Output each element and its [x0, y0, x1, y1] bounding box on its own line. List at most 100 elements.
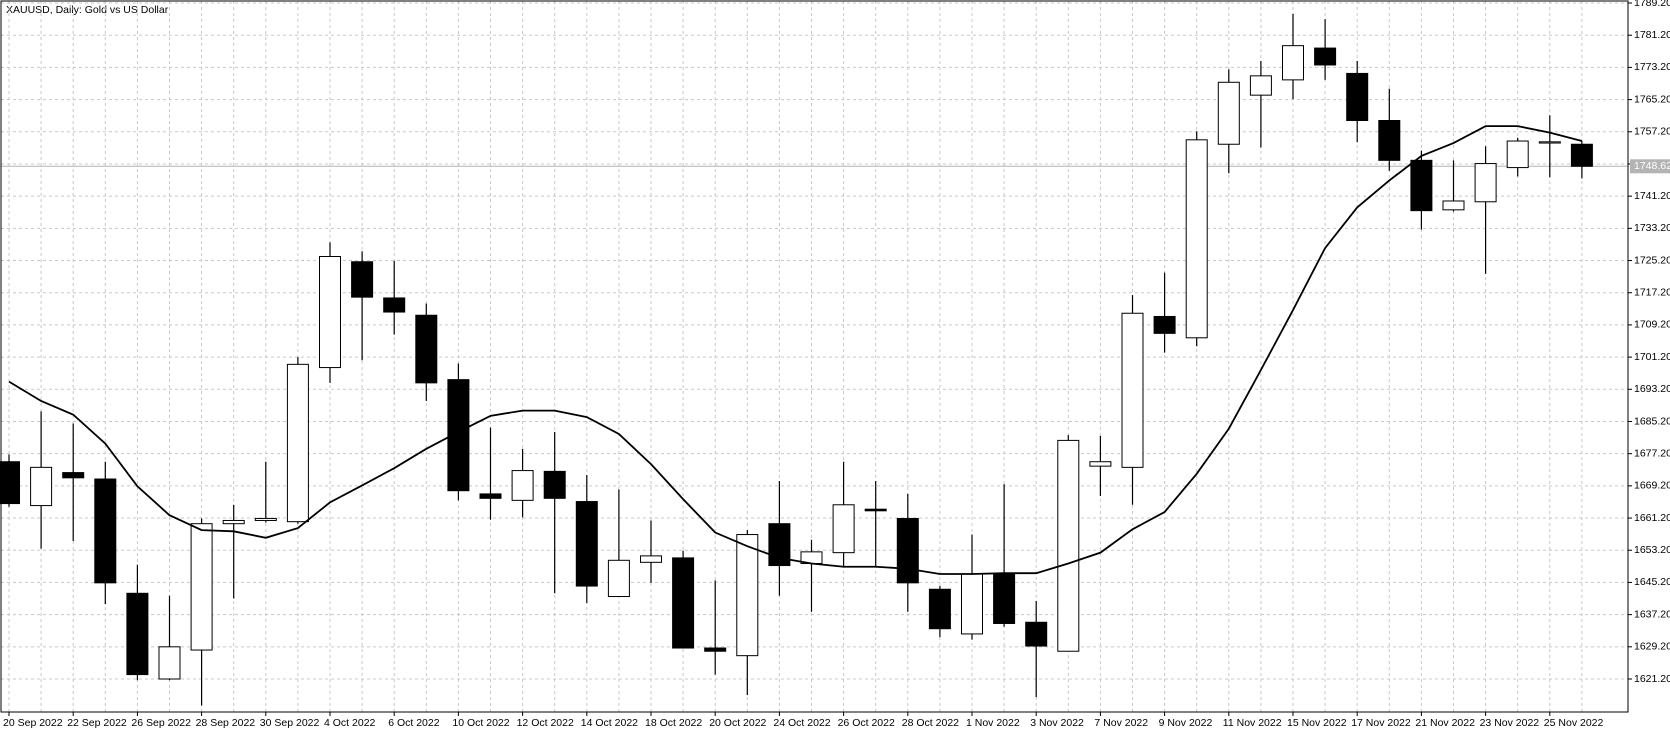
x-tick-label: 28 Oct 2022	[902, 717, 959, 729]
candle-body	[415, 314, 438, 384]
y-tick-label: 1629.20	[1634, 641, 1670, 653]
candle-body	[1314, 47, 1337, 66]
y-tick-label: 1733.20	[1634, 222, 1670, 234]
candle-body	[736, 534, 759, 657]
candle-body	[1474, 163, 1497, 203]
x-tick-label: 18 Oct 2022	[645, 717, 702, 729]
candle-body	[704, 647, 727, 652]
candle-body	[286, 363, 309, 523]
candle-body	[1089, 461, 1112, 467]
x-tick-label: 23 Nov 2022	[1480, 717, 1540, 729]
candle-body	[1538, 141, 1561, 144]
x-tick-label: 7 Nov 2022	[1094, 717, 1148, 729]
y-tick-label: 1645.20	[1634, 576, 1670, 588]
x-tick-label: 22 Sep 2022	[67, 717, 127, 729]
x-tick-label: 26 Sep 2022	[131, 717, 191, 729]
x-tick-label: 24 Oct 2022	[773, 717, 830, 729]
x-tick-label: 9 Nov 2022	[1159, 717, 1213, 729]
candle-body	[319, 256, 341, 369]
candle-body	[1249, 75, 1272, 96]
x-tick-label: 14 Oct 2022	[581, 717, 638, 729]
x-tick-label: 28 Sep 2022	[196, 717, 256, 729]
candle-body	[1185, 139, 1208, 339]
x-tick-label: 10 Oct 2022	[452, 717, 509, 729]
y-tick-label: 1757.20	[1634, 126, 1670, 138]
x-tick-label: 30 Sep 2022	[260, 717, 320, 729]
x-tick-label: 11 Nov 2022	[1223, 717, 1282, 729]
candle-body	[575, 501, 598, 587]
x-tick-label: 15 Nov 2022	[1287, 717, 1347, 729]
candle-body	[832, 504, 855, 554]
y-tick-label: 1773.20	[1634, 61, 1670, 73]
candle-body	[1346, 72, 1369, 122]
candle-body	[543, 470, 566, 499]
x-tick-label: 20 Sep 2022	[3, 717, 63, 729]
y-tick-label: 1789.20	[1634, 0, 1670, 9]
candle-body	[1153, 315, 1176, 334]
candle-body	[1057, 439, 1080, 652]
candle-body	[607, 559, 630, 598]
x-tick-label: 17 Nov 2022	[1351, 717, 1411, 729]
y-tick-label: 1701.20	[1634, 351, 1670, 363]
moving-average	[8, 125, 1583, 575]
x-tick-label: 4 Oct 2022	[324, 717, 376, 729]
candle-body	[1378, 120, 1401, 161]
y-tick-label: 1677.20	[1634, 447, 1670, 459]
x-tick-label: 25 Nov 2022	[1544, 717, 1604, 729]
candle-body	[1506, 140, 1529, 169]
y-tick-label: 1661.20	[1634, 512, 1670, 524]
candle-body	[896, 517, 919, 584]
candle-body	[190, 523, 213, 651]
candle-body	[94, 478, 117, 584]
last-price-tag	[1630, 159, 1670, 174]
y-tick-label: 1741.20	[1634, 190, 1670, 202]
candle-body	[928, 588, 951, 630]
candle-body	[1410, 159, 1433, 212]
y-tick-label: 1725.20	[1634, 254, 1670, 266]
candle-body	[222, 519, 245, 525]
x-tick-label: 21 Nov 2022	[1415, 717, 1475, 729]
candle-body	[479, 493, 502, 499]
candle-body	[864, 508, 887, 512]
candle-body	[1570, 143, 1593, 167]
candle-body	[672, 557, 695, 649]
candle-body	[126, 592, 149, 676]
candle-body	[993, 572, 1016, 624]
y-tick-label: 1685.20	[1634, 415, 1670, 427]
y-tick-label: 1669.20	[1634, 480, 1670, 492]
candle-body	[351, 261, 374, 298]
y-tick-label: 1709.20	[1634, 319, 1670, 331]
candle-body	[1442, 200, 1465, 211]
candle-body	[1282, 45, 1304, 81]
candle-body	[254, 517, 277, 521]
candle-body	[0, 461, 20, 505]
y-tick-label: 1781.20	[1634, 29, 1670, 41]
x-tick-label: 3 Nov 2022	[1030, 717, 1084, 729]
y-tick-label: 1717.20	[1634, 287, 1670, 299]
y-tick-label: 1637.20	[1634, 608, 1670, 620]
candle-body	[447, 379, 470, 492]
candle-body	[30, 466, 53, 507]
candle-body	[961, 573, 983, 635]
y-tick-label: 1621.20	[1634, 673, 1670, 685]
y-tick-label: 1693.20	[1634, 383, 1670, 395]
candle-body	[640, 555, 662, 563]
candle-body	[1217, 81, 1240, 145]
x-tick-label: 20 Oct 2022	[709, 717, 766, 729]
candle-body	[383, 297, 406, 313]
y-tick-label: 1765.20	[1634, 93, 1670, 105]
x-tick-label: 6 Oct 2022	[388, 717, 440, 729]
candle-body	[511, 470, 534, 501]
chart-title: XAUUSD, Daily: Gold vs US Dollar	[6, 4, 169, 16]
candle-body	[62, 472, 85, 479]
x-tick-label: 12 Oct 2022	[517, 717, 574, 729]
y-tick-label: 1653.20	[1634, 544, 1670, 556]
x-tick-label: 1 Nov 2022	[966, 717, 1020, 729]
candle-body	[1121, 312, 1144, 468]
candle-body	[158, 646, 181, 680]
candle-body	[1025, 621, 1048, 647]
last-price-label: 1748.62	[1634, 160, 1670, 172]
